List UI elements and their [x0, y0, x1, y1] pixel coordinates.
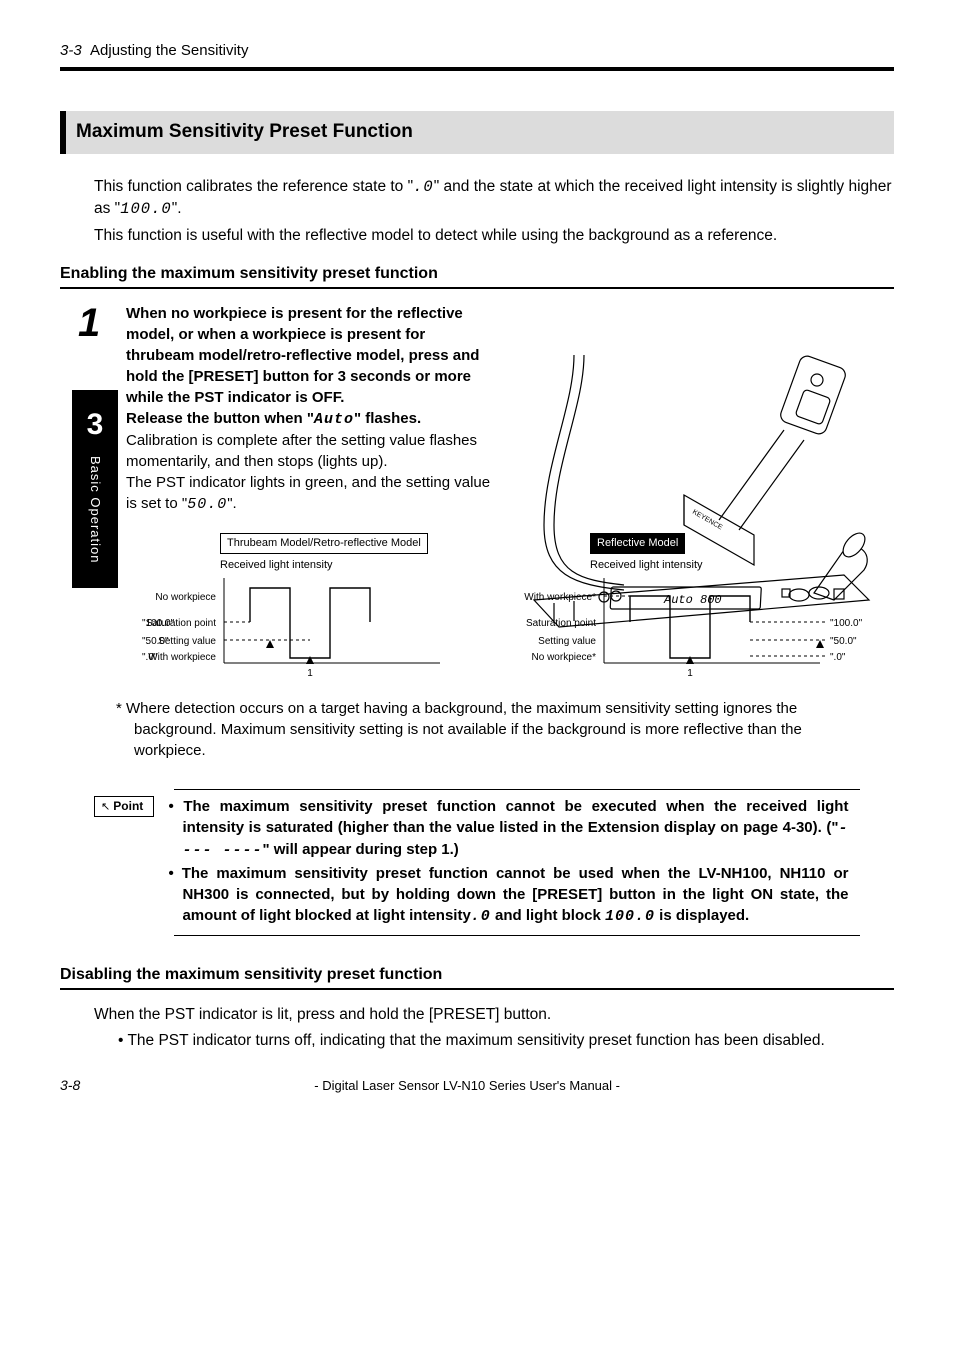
point-li1b: " will appear during step 1.) — [262, 841, 458, 858]
disable-list-item: The PST indicator turns off, indicating … — [118, 1030, 894, 1052]
intro-paragraph-1: This function calibrates the reference s… — [94, 176, 894, 221]
point-li2c: is displayed. — [655, 907, 749, 924]
seg-100: 100.0 — [120, 200, 172, 218]
intro-p1c: ". — [172, 200, 182, 217]
svg-text:KEYENCE: KEYENCE — [691, 509, 724, 532]
header-rule — [60, 67, 894, 71]
svg-text:No workpiece*: No workpiece* — [532, 652, 597, 663]
intro-paragraph-2: This function is useful with the reflect… — [94, 225, 894, 247]
point-item-1: The maximum sensitivity preset function … — [182, 796, 848, 861]
chart-left-ylabel: Received light intensity — [220, 558, 490, 573]
point-li1a: The maximum sensitivity preset function … — [182, 798, 848, 836]
enable-heading-rule — [60, 287, 894, 289]
intro-p1a: This function calibrates the reference s… — [94, 178, 413, 195]
point-li2b: and light block — [491, 907, 605, 924]
header-section-number: 3-3 — [60, 42, 82, 59]
chapter-label: Basic Operation — [86, 456, 104, 564]
step-plain-2a: The PST indicator lights in green, and t… — [126, 474, 490, 512]
page-footer: 3-8 - Digital Laser Sensor LV-N10 Series… — [60, 1076, 894, 1096]
point-box: Point The maximum sensitivity preset fun… — [94, 789, 860, 936]
svg-text:"100.0": "100.0" — [142, 618, 175, 629]
page-number: 3-8 — [60, 1076, 80, 1096]
enable-heading: Enabling the maximum sensitivity preset … — [60, 263, 894, 285]
device-illustration: KEYENCE Auto 800 — [514, 345, 874, 645]
svg-text:No workpiece: No workpiece — [155, 592, 216, 603]
svg-text:1: 1 — [687, 668, 693, 679]
step-plain-1: Calibration is complete after the settin… — [126, 432, 477, 470]
section-heading: Maximum Sensitivity Preset Function — [60, 111, 894, 154]
point-item-2: The maximum sensitivity preset function … — [182, 863, 848, 927]
point-label: Point — [94, 796, 154, 817]
svg-text:".0": ".0" — [142, 652, 158, 663]
footer-title: - Digital Laser Sensor LV-N10 Series Use… — [80, 1077, 854, 1095]
chart-left-title: Thrubeam Model/Retro-reflective Model — [220, 533, 428, 554]
disable-body: When the PST indicator is lit, press and… — [94, 1004, 894, 1051]
step-bold-2b: " flashes. — [354, 410, 421, 427]
disable-paragraph: When the PST indicator is lit, press and… — [94, 1006, 551, 1023]
disable-heading: Disabling the maximum sensitivity preset… — [60, 964, 894, 986]
footnote: * Where detection occurs on a target hav… — [116, 698, 860, 761]
seg-auto: Auto — [314, 411, 354, 428]
step-bold-1: When no workpiece is present for the ref… — [126, 305, 479, 406]
step-text: When no workpiece is present for the ref… — [126, 303, 496, 515]
seg-50: 50.0 — [187, 496, 227, 513]
svg-text:".0": ".0" — [830, 652, 846, 663]
seg-li2-2: 100.0 — [605, 908, 655, 925]
chart-left-svg: No workpiece Saturation point Setting va… — [140, 578, 490, 688]
chapter-number: 3 — [72, 404, 118, 446]
svg-text:Auto 800: Auto 800 — [663, 593, 722, 607]
svg-text:With workpiece: With workpiece — [148, 652, 216, 663]
point-content: The maximum sensitivity preset function … — [168, 796, 848, 929]
svg-text:1: 1 — [307, 668, 313, 679]
disable-heading-rule — [60, 988, 894, 990]
seg-dot0: .0 — [413, 178, 434, 196]
header-section-title: Adjusting the Sensitivity — [90, 42, 248, 59]
svg-text:"50.0": "50.0" — [142, 636, 169, 647]
step-plain-2b: ". — [227, 495, 237, 512]
running-header: 3-3 Adjusting the Sensitivity — [60, 40, 894, 61]
point-rule-bottom — [174, 935, 860, 936]
chart-left: Thrubeam Model/Retro-reflective Model Re… — [140, 533, 490, 688]
chapter-side-tab: 3 Basic Operation — [72, 390, 118, 588]
step-bold-2a: Release the button when " — [126, 410, 314, 427]
point-rule-top — [174, 789, 860, 790]
seg-li2-1: .0 — [471, 908, 491, 925]
